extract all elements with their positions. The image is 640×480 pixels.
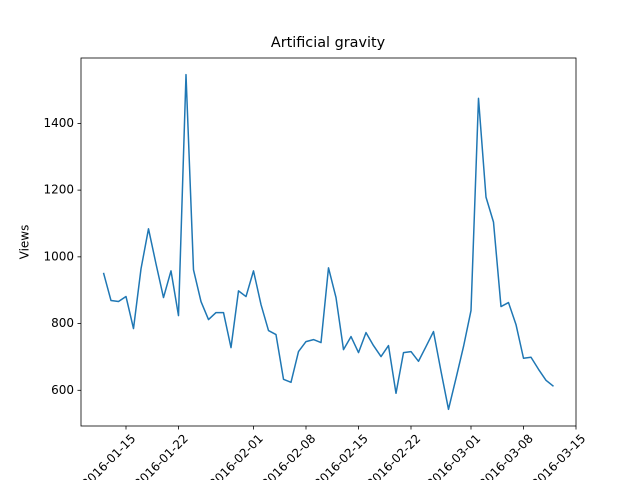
y-tick-label: 800 xyxy=(51,316,74,330)
plot-frame xyxy=(80,57,577,427)
line xyxy=(102,73,554,411)
chart-title: Artificial gravity xyxy=(271,35,386,51)
x-tick-label: 2016-02-08 xyxy=(259,431,318,480)
x-tick-label: 2016-02-01 xyxy=(207,431,266,480)
y-tick-label: 600 xyxy=(51,383,74,397)
x-tick-label: 2016-02-22 xyxy=(364,431,423,480)
y-tick-label: 1200 xyxy=(43,183,74,197)
y-tick-label: 1400 xyxy=(43,116,74,130)
x-tick-label: 2016-02-15 xyxy=(312,431,371,480)
y-axis-label: Views xyxy=(18,225,32,260)
x-tick-label: 2016-03-01 xyxy=(424,431,483,480)
y-tick-label: 1000 xyxy=(43,249,74,263)
x-tick-label: 2016-03-15 xyxy=(529,431,588,480)
x-tick-label: 2016-03-08 xyxy=(477,431,536,480)
x-tick-label: 2016-01-22 xyxy=(132,431,191,480)
x-tick-label: 2016-01-15 xyxy=(79,431,138,480)
